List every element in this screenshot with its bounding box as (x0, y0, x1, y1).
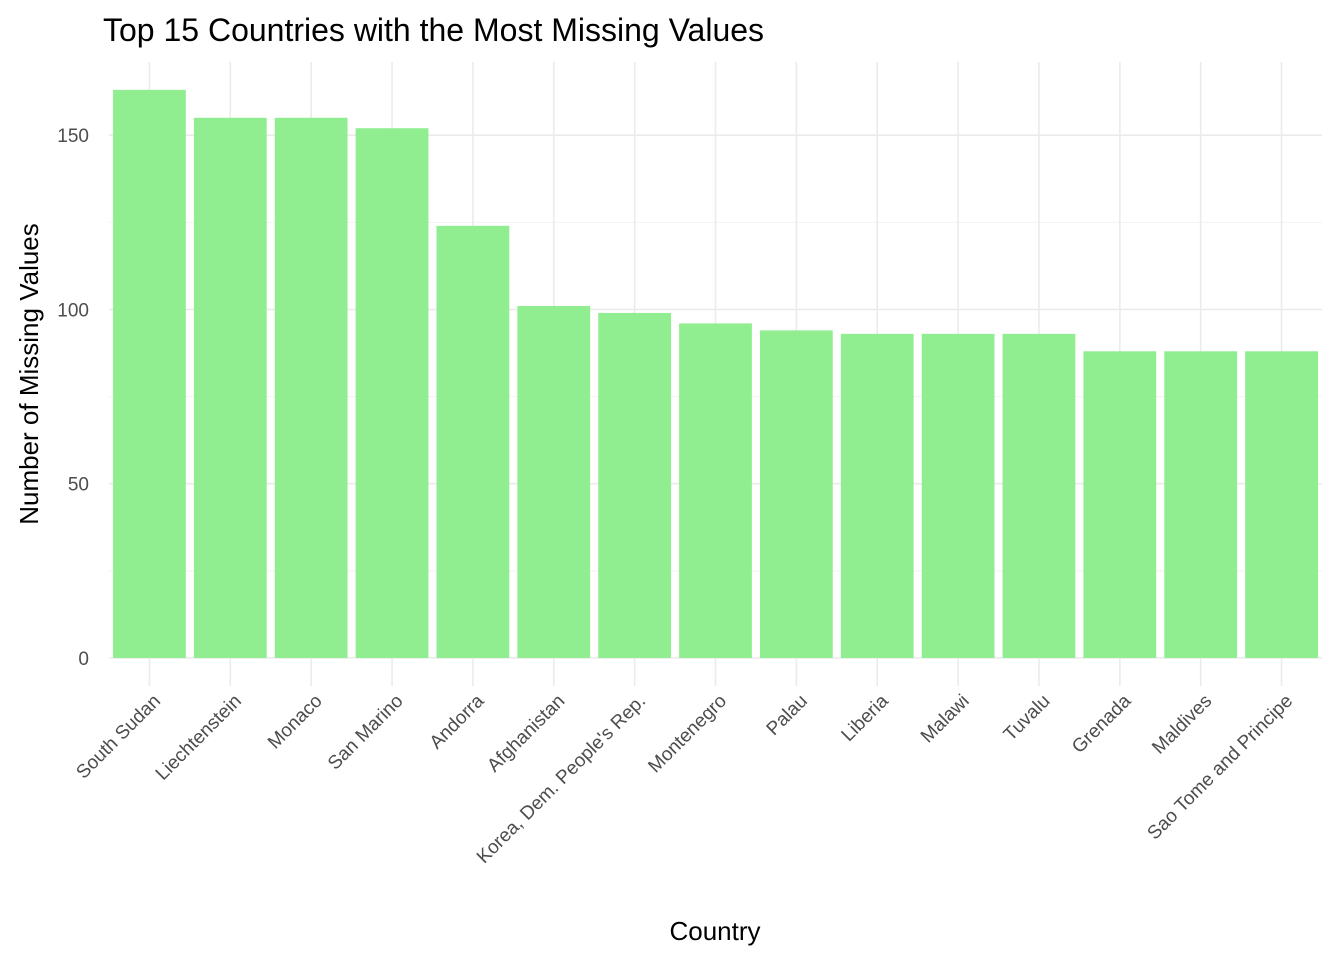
y-tick-label: 0 (78, 649, 89, 670)
x-tick-label: Malawi (917, 691, 974, 748)
x-tick-label: Liechtenstein (152, 691, 246, 785)
bars (113, 89, 1318, 658)
bar (598, 312, 672, 658)
bar (679, 323, 752, 658)
bar (517, 305, 591, 658)
bar (193, 117, 267, 658)
bar (1002, 333, 1076, 658)
bar (436, 225, 510, 658)
x-axis-title: Country (669, 916, 760, 946)
y-tick-label: 100 (57, 300, 89, 321)
x-tick-label: Liberia (838, 690, 893, 745)
x-tick-label: Monaco (264, 691, 327, 754)
y-axis-ticks: 0 50 100 150 (57, 126, 89, 670)
bar (840, 333, 914, 658)
bar (355, 128, 429, 658)
chart-title: Top 15 Countries with the Most Missing V… (103, 12, 764, 48)
x-tick-label: San Marino (324, 691, 408, 775)
bar (759, 330, 833, 658)
bar (1083, 351, 1157, 658)
y-tick-label: 50 (68, 475, 89, 496)
x-tick-label: Tuvalu (1000, 691, 1055, 746)
y-tick-label: 150 (57, 126, 89, 147)
bar (274, 117, 348, 658)
x-tick-label: Afghanistan (483, 691, 569, 777)
x-tick-label: Montenegro (644, 691, 731, 778)
bar (1245, 351, 1318, 658)
x-tick-label: Maldives (1148, 691, 1216, 759)
x-tick-label: Korea, Dem. People's Rep. (473, 691, 650, 868)
x-tick-label: Palau (763, 691, 812, 740)
bar (1164, 351, 1238, 658)
x-tick-label: Grenada (1068, 690, 1135, 757)
x-tick-label: Sao Tome and Principe (1144, 691, 1298, 845)
bar (921, 333, 995, 658)
x-tick-label: Andorra (426, 690, 489, 753)
bar (113, 89, 186, 658)
y-axis-title: Number of Missing Values (14, 223, 44, 525)
